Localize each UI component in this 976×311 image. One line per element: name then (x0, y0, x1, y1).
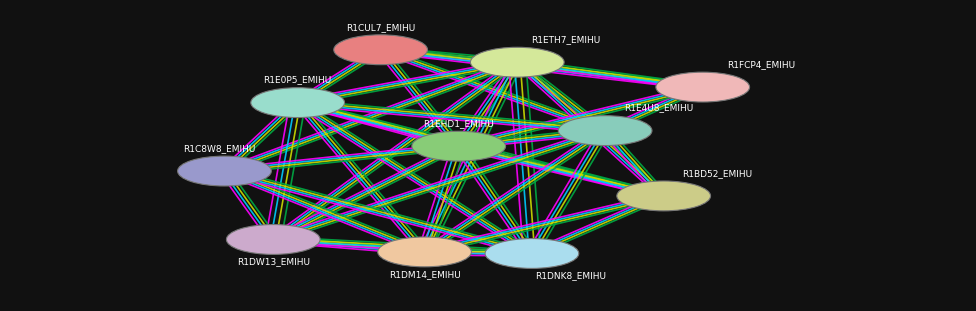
Circle shape (226, 225, 320, 254)
Text: R1BD52_EMIHU: R1BD52_EMIHU (682, 169, 752, 178)
Text: R1C8W8_EMIHU: R1C8W8_EMIHU (183, 144, 256, 153)
Text: R1EHD1_EMIHU: R1EHD1_EMIHU (424, 119, 494, 128)
Circle shape (656, 72, 750, 102)
Text: R1CUL7_EMIHU: R1CUL7_EMIHU (346, 23, 415, 32)
Circle shape (178, 156, 271, 186)
Circle shape (558, 116, 652, 146)
Circle shape (470, 47, 564, 77)
Circle shape (251, 88, 345, 118)
Circle shape (485, 239, 579, 268)
Text: R1DW13_EMIHU: R1DW13_EMIHU (237, 258, 309, 267)
Circle shape (378, 237, 471, 267)
Text: R1ETH7_EMIHU: R1ETH7_EMIHU (532, 35, 600, 44)
Text: R1DM14_EMIHU: R1DM14_EMIHU (388, 270, 461, 279)
Text: R1DNK8_EMIHU: R1DNK8_EMIHU (536, 272, 606, 281)
Circle shape (617, 181, 711, 211)
Text: R1E4U8_EMIHU: R1E4U8_EMIHU (625, 104, 693, 113)
Circle shape (412, 131, 506, 161)
Text: R1E0P5_EMIHU: R1E0P5_EMIHU (264, 76, 332, 85)
Text: R1FCP4_EMIHU: R1FCP4_EMIHU (727, 60, 795, 69)
Circle shape (334, 35, 427, 65)
